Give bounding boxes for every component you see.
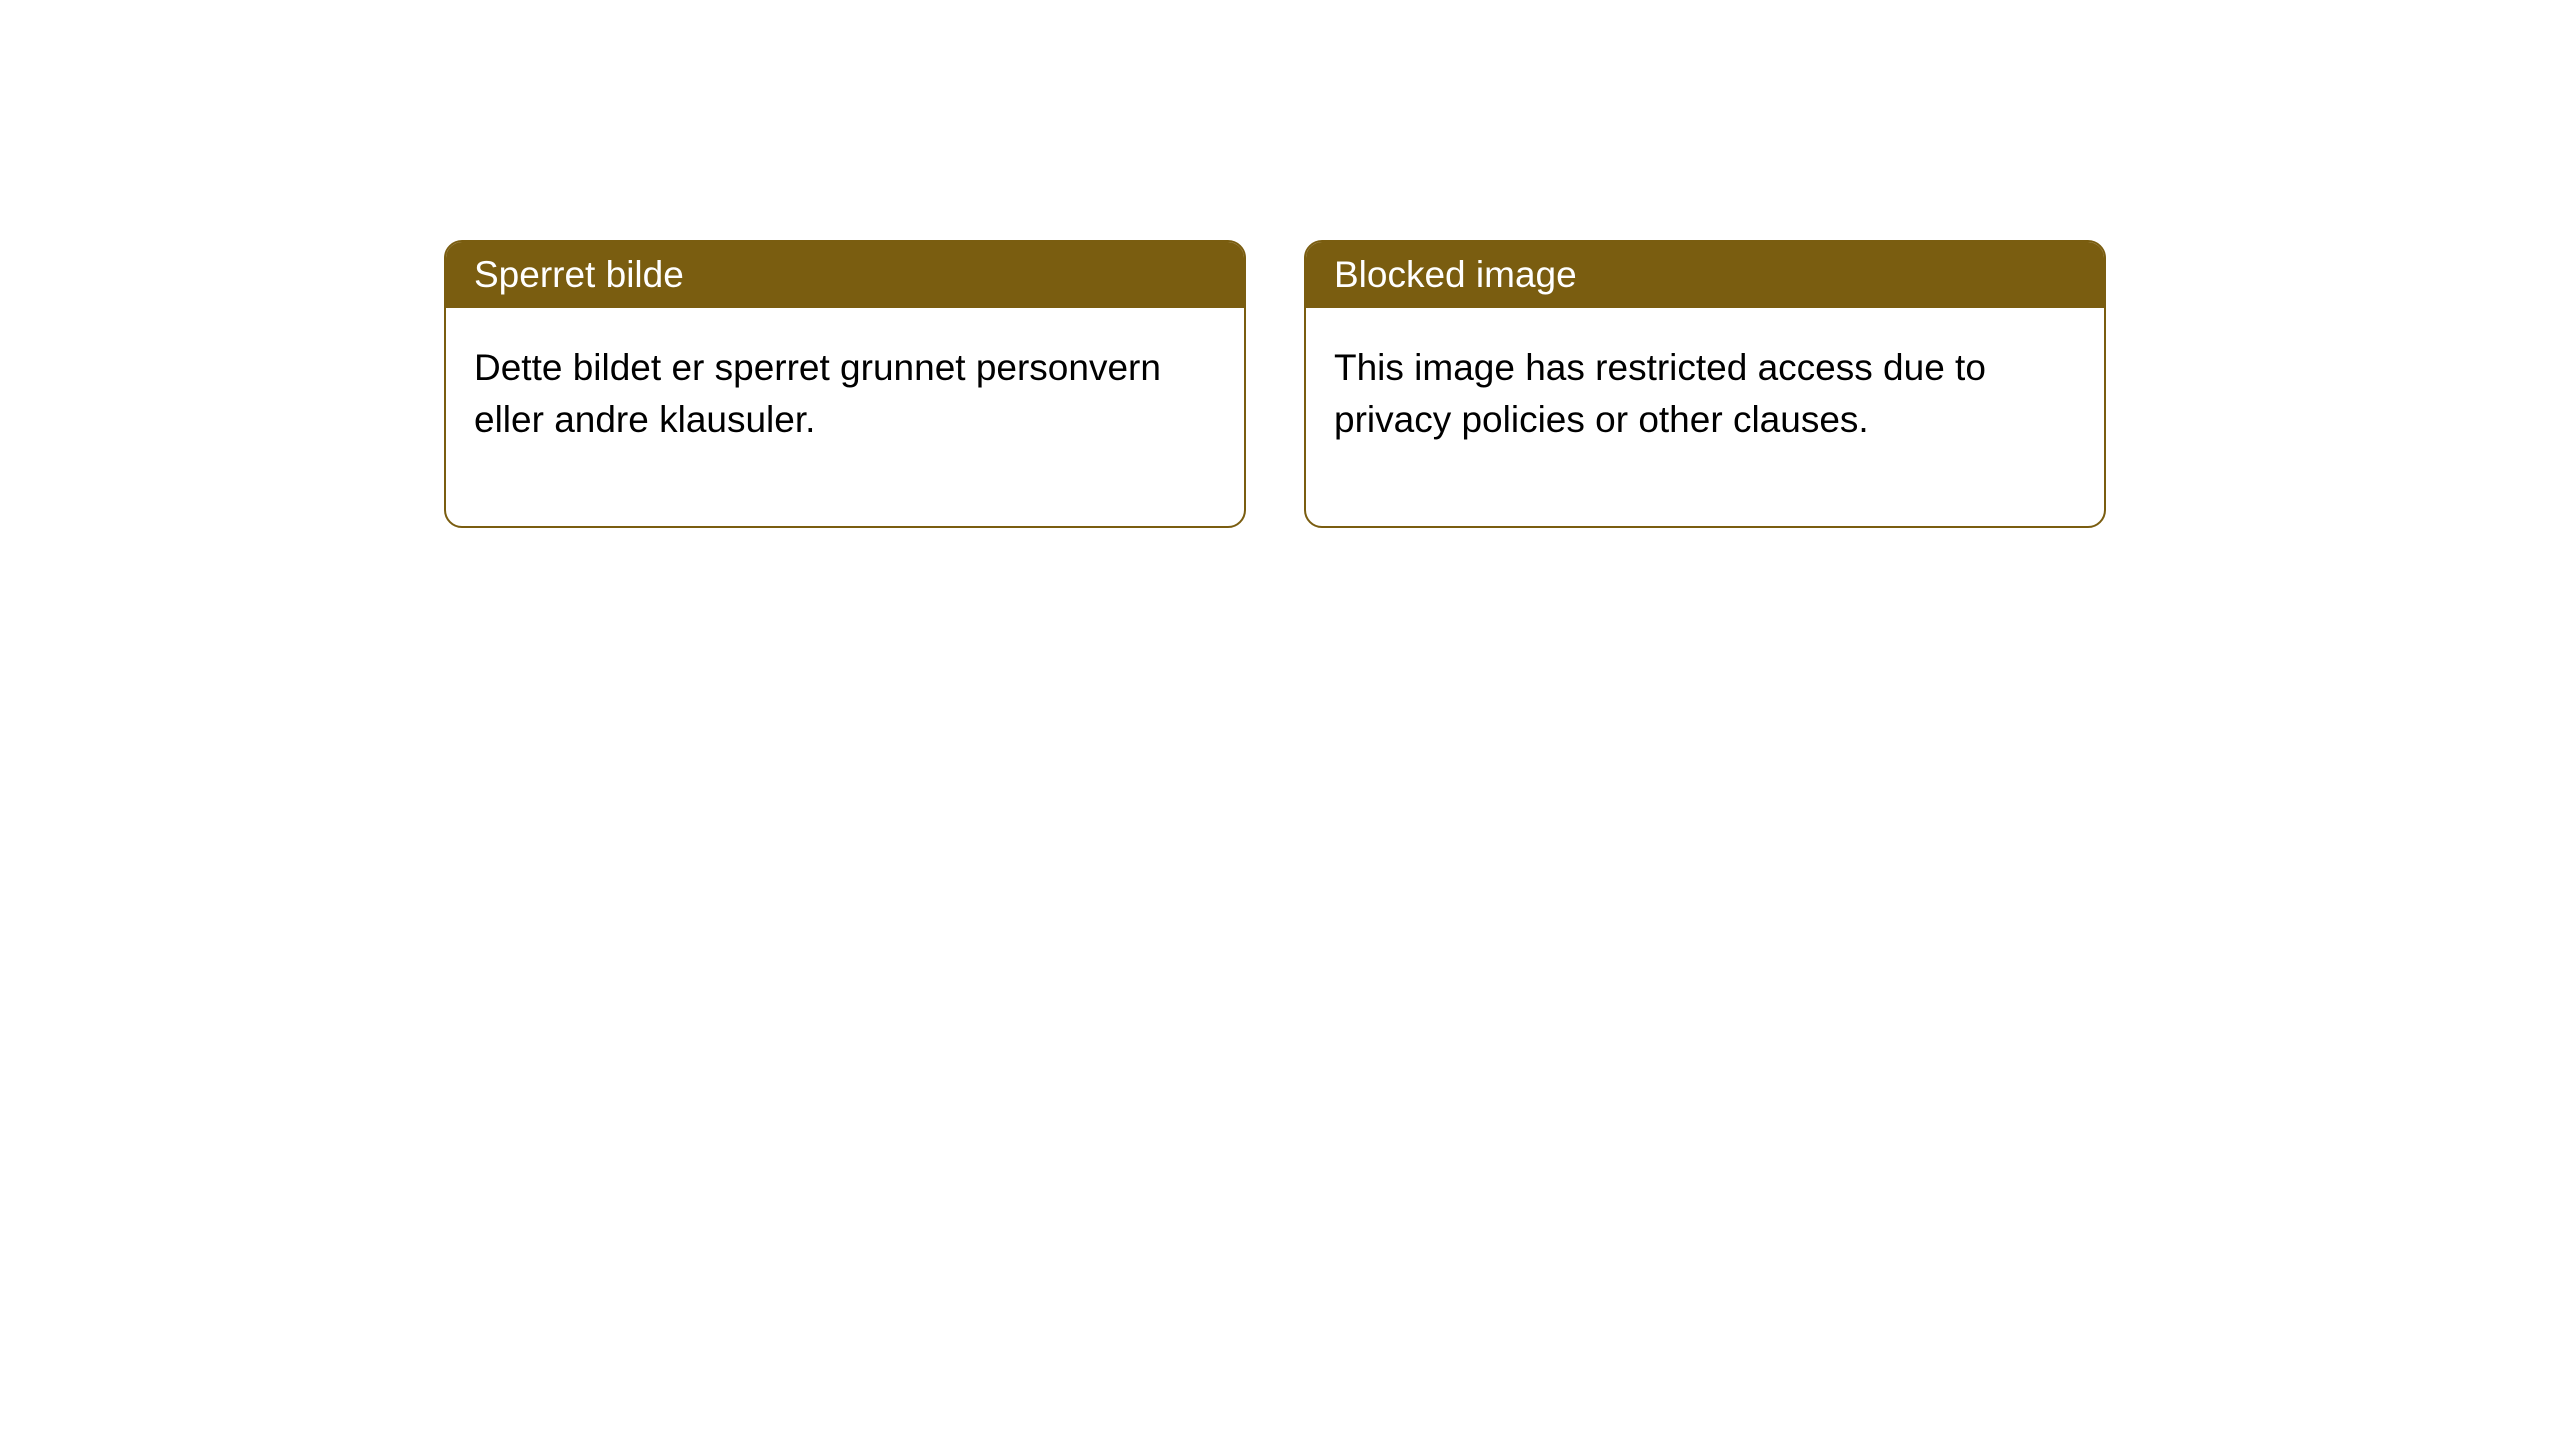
- notice-container: Sperret bilde Dette bildet er sperret gr…: [444, 240, 2106, 528]
- notice-card-english: Blocked image This image has restricted …: [1304, 240, 2106, 528]
- notice-title: Sperret bilde: [446, 242, 1244, 308]
- notice-title: Blocked image: [1306, 242, 2104, 308]
- notice-card-norwegian: Sperret bilde Dette bildet er sperret gr…: [444, 240, 1246, 528]
- notice-body: Dette bildet er sperret grunnet personve…: [446, 308, 1244, 526]
- notice-body: This image has restricted access due to …: [1306, 308, 2104, 526]
